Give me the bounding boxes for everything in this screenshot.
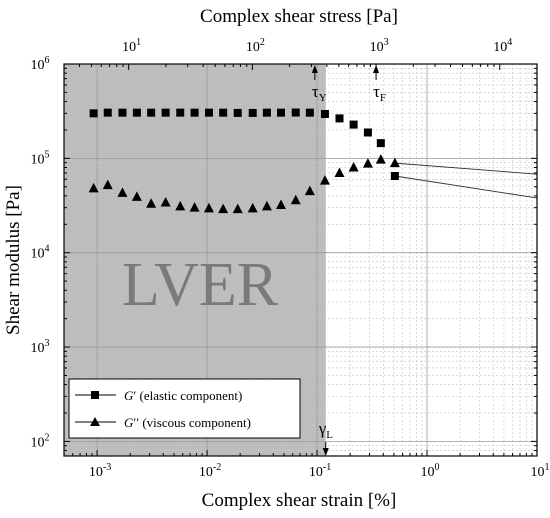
series-tail-lines — [394, 162, 538, 199]
x-tick-label: 10-1 — [309, 462, 331, 480]
annotation-label: τY — [312, 82, 327, 104]
g-prime-point — [376, 139, 385, 148]
annotation-arrowhead — [311, 65, 318, 73]
g-prime-point — [147, 108, 156, 117]
g-prime-point — [118, 108, 127, 117]
x2-tick-label: 104 — [493, 37, 512, 55]
g-prime-point — [320, 110, 329, 119]
x2-tick-label: 103 — [370, 37, 389, 55]
g-prime-point — [390, 171, 399, 180]
annotation-arrowhead — [322, 448, 329, 456]
g-prime-point — [219, 108, 228, 117]
g-double-prime-point — [189, 202, 200, 212]
g-prime-point — [248, 108, 257, 117]
x2-tick-label: 101 — [122, 37, 141, 55]
legend-desc: (elastic component) — [136, 388, 242, 403]
annotation-label: γL — [318, 419, 334, 441]
g-double-prime-point — [232, 203, 243, 214]
g-double-prime-point — [362, 158, 373, 168]
legend: G′ (elastic component) G′′ (viscous comp… — [68, 378, 301, 439]
x-tick-label: 101 — [531, 462, 550, 480]
legend-desc: (viscous component) — [139, 415, 251, 430]
g-double-prime-point — [160, 197, 171, 207]
g-double-prime-point — [319, 175, 330, 185]
g-prime-point — [233, 108, 242, 117]
annotation-label: τF — [373, 82, 386, 104]
g-double-prime-point — [146, 198, 157, 208]
g-prime-point — [276, 108, 285, 117]
y-tick-label: 104 — [31, 244, 50, 262]
y-tick-label: 105 — [31, 149, 50, 167]
tick-labels: 10-3 10-2 10-1 100 101 101 102 103 104 102 103 104 1… — [31, 37, 550, 480]
g-prime-point — [103, 108, 112, 117]
g-double-prime-point — [247, 202, 258, 213]
annotation-arrowhead — [373, 65, 380, 73]
g-prime-point — [335, 114, 344, 123]
legend-marker-triangle — [90, 417, 100, 426]
g-double-prime-point — [275, 199, 286, 210]
x2-axis-title: Complex shear stress [Pa] — [200, 6, 398, 27]
legend-label-g-double-prime: G′′ (viscous component) — [124, 415, 251, 430]
g-prime-point — [89, 109, 98, 118]
y-axis-title: Shear modulus [Pa] — [3, 185, 24, 335]
series-markers — [88, 108, 400, 214]
g-prime-point — [132, 108, 141, 117]
legend-label-g-prime: G′ (elastic component) — [124, 388, 242, 403]
g-double-prime-point — [375, 154, 386, 164]
g-double-prime-point — [348, 161, 359, 172]
g-double-prime-point — [304, 185, 315, 196]
legend-symbol: G — [124, 415, 134, 430]
y-tick-label: 103 — [31, 338, 50, 356]
g-double-prime-point — [218, 203, 229, 214]
g-double-prime-point — [334, 167, 345, 177]
x-tick-label: 100 — [421, 462, 440, 480]
g-prime-point — [305, 108, 314, 117]
annotations: τY τF γL — [311, 65, 386, 456]
g-double-prime-point — [117, 187, 128, 197]
g-prime-tail-line — [394, 175, 538, 199]
legend-box — [68, 378, 301, 439]
x2-tick-label: 102 — [246, 37, 265, 55]
g-double-prime-point — [261, 200, 272, 211]
g-double-prime-point — [389, 157, 400, 168]
g-double-prime-tail-line — [394, 162, 538, 175]
legend-marker-square — [91, 391, 99, 399]
g-double-prime-point — [290, 194, 301, 205]
g-prime-point — [291, 108, 300, 117]
g-double-prime-point — [88, 182, 99, 193]
g-prime-point — [262, 108, 271, 117]
g-prime-point — [161, 108, 170, 117]
g-double-prime-point — [175, 200, 186, 211]
g-prime-point — [349, 120, 358, 129]
g-prime-point — [190, 108, 199, 117]
lver-label: LVER — [122, 251, 279, 319]
y-tick-label: 102 — [31, 432, 50, 450]
legend-primes: ′ — [133, 388, 136, 403]
g-prime-point — [176, 108, 185, 117]
legend-primes: ′′ — [133, 415, 139, 430]
y-tick-label: 106 — [31, 55, 50, 73]
g-double-prime-point — [203, 202, 214, 213]
g-double-prime-point — [102, 179, 113, 190]
x-axis-title: Complex shear strain [%] — [202, 490, 397, 511]
x-tick-label: 10-3 — [89, 462, 111, 480]
g-double-prime-point — [131, 191, 142, 201]
x-tick-label: 10-2 — [199, 462, 221, 480]
g-prime-point — [363, 128, 372, 137]
tick-marks — [63, 63, 538, 457]
g-prime-point — [204, 108, 213, 117]
legend-symbol: G — [124, 388, 134, 403]
